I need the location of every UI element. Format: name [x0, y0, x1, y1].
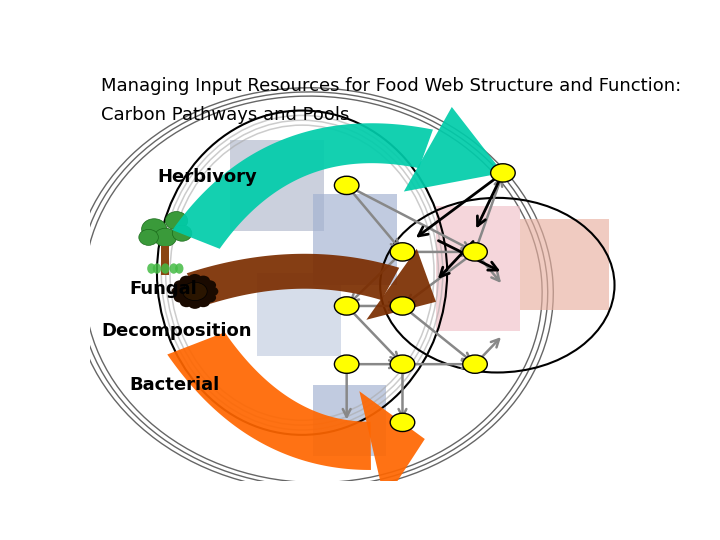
Circle shape — [390, 243, 415, 261]
Circle shape — [390, 297, 415, 315]
Text: Carbon Pathways and Pools: Carbon Pathways and Pools — [101, 106, 349, 124]
Circle shape — [390, 413, 415, 431]
Ellipse shape — [175, 264, 184, 274]
Polygon shape — [366, 249, 436, 320]
FancyBboxPatch shape — [258, 273, 341, 356]
Circle shape — [183, 282, 207, 301]
Polygon shape — [186, 254, 400, 305]
Text: Decomposition: Decomposition — [101, 322, 252, 340]
Text: Herbivory: Herbivory — [157, 168, 257, 186]
Ellipse shape — [153, 264, 161, 274]
Circle shape — [463, 243, 487, 261]
Circle shape — [334, 297, 359, 315]
Circle shape — [490, 164, 516, 182]
Circle shape — [463, 355, 487, 373]
Circle shape — [174, 280, 187, 290]
Circle shape — [180, 297, 193, 307]
Circle shape — [197, 275, 210, 286]
Text: Fungal: Fungal — [129, 280, 197, 298]
Circle shape — [174, 293, 187, 302]
Text: Managing Input Resources for Food Web Structure and Function:: Managing Input Resources for Food Web St… — [101, 77, 681, 95]
Polygon shape — [167, 332, 371, 470]
Circle shape — [171, 286, 185, 296]
Ellipse shape — [142, 219, 167, 239]
FancyBboxPatch shape — [230, 140, 324, 231]
Circle shape — [334, 355, 359, 373]
FancyBboxPatch shape — [313, 194, 397, 285]
Circle shape — [203, 293, 216, 302]
FancyBboxPatch shape — [161, 246, 169, 275]
Text: Bacterial: Bacterial — [129, 376, 220, 394]
Circle shape — [334, 176, 359, 194]
Circle shape — [180, 275, 193, 286]
Ellipse shape — [169, 264, 178, 274]
Polygon shape — [172, 123, 433, 249]
Circle shape — [203, 280, 216, 290]
FancyBboxPatch shape — [436, 206, 520, 331]
Circle shape — [188, 274, 202, 284]
Polygon shape — [359, 391, 425, 501]
Circle shape — [205, 286, 218, 296]
Ellipse shape — [147, 264, 156, 274]
Ellipse shape — [139, 230, 158, 245]
Circle shape — [197, 297, 210, 307]
Ellipse shape — [161, 264, 169, 274]
Ellipse shape — [172, 225, 192, 241]
Circle shape — [390, 355, 415, 373]
FancyBboxPatch shape — [520, 219, 609, 310]
Circle shape — [188, 299, 202, 309]
Ellipse shape — [154, 228, 176, 246]
Ellipse shape — [166, 212, 188, 230]
FancyBboxPatch shape — [313, 385, 386, 456]
Polygon shape — [404, 107, 503, 192]
